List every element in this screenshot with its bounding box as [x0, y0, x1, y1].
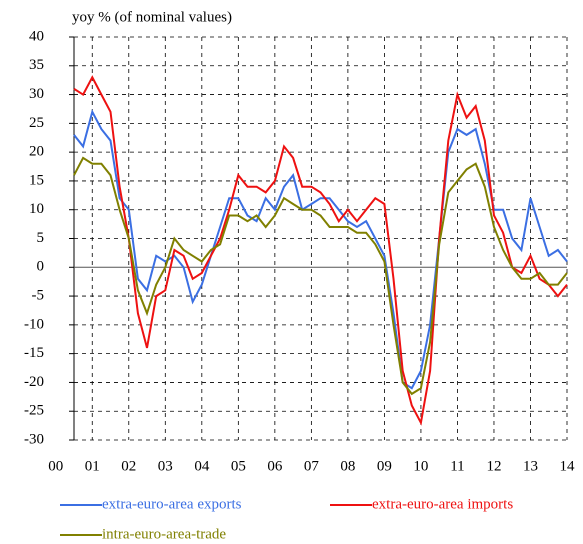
y-tick-label: -5 [32, 288, 45, 304]
legend-label: extra-euro-area imports [372, 496, 513, 512]
x-tick-label: 07 [304, 458, 320, 474]
series-line [73, 75, 568, 426]
x-tick-label: 13 [523, 458, 538, 474]
x-tick-label: 06 [267, 458, 283, 474]
axis-label: yoy % (of nominal values) [72, 9, 232, 25]
x-tick-label: 04 [194, 458, 210, 474]
y-tick-label: 5 [37, 230, 45, 246]
legend-label: intra-euro-area-trade [102, 526, 226, 542]
y-tick-label: 15 [29, 172, 44, 188]
y-tick-label: 35 [29, 57, 44, 73]
x-tick-label: 10 [413, 458, 428, 474]
y-tick-label: 20 [29, 144, 44, 160]
y-tick-label: 0 [37, 259, 45, 275]
x-tick-label: 00 [48, 458, 63, 474]
series-line [73, 109, 568, 390]
x-tick-label: 05 [231, 458, 246, 474]
x-tick-label: 01 [85, 458, 100, 474]
series-line [73, 156, 568, 396]
x-tick-label: 12 [486, 458, 501, 474]
x-tick-label: 14 [560, 458, 576, 474]
legend-label: extra-euro-area exports [102, 496, 242, 512]
x-tick-label: 08 [340, 458, 355, 474]
y-tick-label: 10 [29, 201, 44, 217]
y-tick-label: 40 [29, 28, 44, 44]
y-tick-label: -20 [24, 374, 44, 390]
x-tick-label: 02 [121, 458, 136, 474]
x-tick-label: 11 [450, 458, 464, 474]
y-tick-label: -25 [24, 403, 44, 419]
y-tick-label: 30 [29, 86, 44, 102]
y-tick-label: -10 [24, 316, 44, 332]
y-tick-label: -30 [24, 431, 44, 447]
x-tick-label: 09 [377, 458, 392, 474]
x-tick-label: 03 [158, 458, 173, 474]
y-tick-label: 25 [29, 115, 44, 131]
y-tick-label: -15 [24, 345, 44, 361]
